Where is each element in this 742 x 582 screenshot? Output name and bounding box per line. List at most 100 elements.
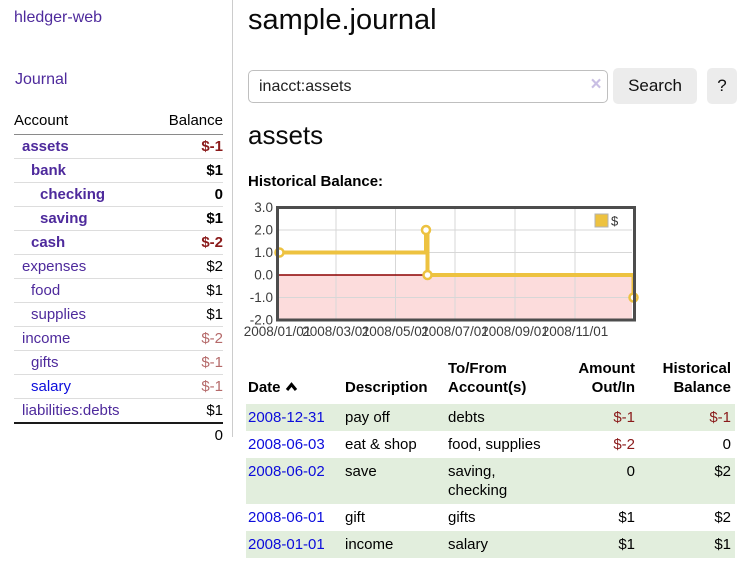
- accounts-total-value: 0: [214, 427, 223, 444]
- legend-label: $: [611, 214, 619, 229]
- transaction-balance: 0: [722, 436, 731, 453]
- chart-legend: $: [594, 213, 619, 229]
- data-point-marker: [422, 269, 433, 281]
- transaction-amount: 0: [558, 458, 639, 504]
- transaction-date-link[interactable]: 2008-12-31: [248, 409, 325, 426]
- account-row-cash: cash $-2: [14, 230, 223, 255]
- search-help-button[interactable]: ?: [707, 68, 737, 104]
- transaction-description: gift: [345, 509, 366, 526]
- search-button[interactable]: Search: [613, 68, 697, 104]
- account-link-gifts[interactable]: gifts: [31, 354, 59, 371]
- y-tick-label: -2.0: [250, 313, 273, 328]
- account-row-supplies: supplies $1: [14, 302, 223, 327]
- transaction-accounts: debts: [446, 404, 558, 431]
- x-axis-tick-labels: 2008/01/01 2008/03/01 2008/05/01 2008/07…: [244, 324, 609, 339]
- chart-border: [276, 206, 636, 322]
- account-row-gifts: gifts $-1: [14, 350, 223, 375]
- account-balance: $1: [152, 302, 223, 327]
- historical-balance-chart: $ 3.0 2.0 1.0 0.0 -1.0 -2.0 2008/01/01 2…: [244, 200, 639, 339]
- account-balance: $-1: [152, 374, 223, 399]
- transaction-amount: $1: [618, 509, 635, 526]
- x-tick-label: 2008/11/01: [542, 324, 609, 339]
- account-link-expenses[interactable]: expenses: [22, 258, 87, 275]
- account-row-salary: salary $-1: [14, 374, 223, 399]
- transaction-amount: $-1: [558, 404, 639, 431]
- account-link-supplies[interactable]: supplies: [31, 306, 87, 323]
- transaction-description: save: [343, 458, 446, 504]
- description-column-header: Description: [345, 379, 428, 396]
- account-link-cash[interactable]: cash: [31, 234, 66, 251]
- register-table: Date Description To/From Account(s) Amou…: [246, 357, 735, 558]
- x-tick-label: 2008/03/01: [302, 324, 370, 339]
- sort-ascending-icon: [285, 378, 298, 397]
- sidebar: hledger-web Journal Account Balance asse…: [0, 0, 233, 444]
- transaction-accounts: salary: [446, 531, 558, 558]
- y-tick-label: 2.0: [254, 223, 273, 238]
- account-link-checking[interactable]: checking: [40, 186, 106, 203]
- account-balance: $-1: [152, 134, 223, 159]
- y-tick-label: 1.0: [254, 245, 273, 260]
- x-tick-label: 2008/07/01: [421, 324, 489, 339]
- app-brand-link[interactable]: hledger-web: [14, 9, 103, 26]
- transaction-description: eat & shop: [345, 436, 417, 453]
- transaction-balance: $2: [639, 458, 735, 504]
- account-balance: $-2: [152, 326, 223, 351]
- search-input[interactable]: [248, 70, 608, 103]
- accounts-column-header: To/From Account(s): [448, 360, 527, 396]
- account-link-bank[interactable]: bank: [31, 162, 67, 179]
- transaction-accounts: gifts: [448, 509, 476, 526]
- account-row-expenses: expenses $2: [14, 254, 223, 279]
- legend-swatch: [594, 213, 609, 228]
- account-balance: $1: [152, 398, 223, 424]
- transaction-accounts: food, supplies: [448, 436, 541, 453]
- register-row: 2008-01-01 income salary $1 $1: [246, 531, 735, 558]
- x-tick-label: 2008/05/01: [362, 324, 430, 339]
- account-link-income[interactable]: income: [22, 330, 71, 347]
- accounts-total-row: 0: [14, 423, 223, 447]
- chart-gridlines: [279, 209, 632, 319]
- account-balance: $1: [152, 158, 223, 183]
- account-link-liabilities-debts[interactable]: liabilities:debts: [22, 402, 120, 419]
- transaction-description: pay off: [343, 404, 446, 431]
- account-link-saving[interactable]: saving: [40, 210, 88, 227]
- account-row-income: income $-2: [14, 326, 223, 351]
- register-row: 2008-12-31 pay off debts $-1 $-1: [246, 404, 735, 431]
- account-balance: $-1: [152, 350, 223, 375]
- account-balance: 0: [152, 182, 223, 207]
- transaction-balance: $1: [639, 531, 735, 558]
- chart-section-label: Historical Balance:: [248, 173, 384, 190]
- register-row: 2008-06-03 eat & shop food, supplies $-2…: [246, 431, 735, 458]
- account-row-checking: checking 0: [14, 182, 223, 207]
- account-column-header: Account: [14, 108, 153, 135]
- balance-column-header: Historical Balance: [662, 360, 731, 396]
- transaction-date-link[interactable]: 2008-06-02: [248, 463, 325, 480]
- data-point-markers: [274, 224, 639, 303]
- account-link-assets[interactable]: assets: [22, 138, 69, 155]
- transaction-date-link[interactable]: 2008-01-01: [248, 536, 325, 553]
- account-link-food[interactable]: food: [31, 282, 61, 299]
- sidebar-item-journal[interactable]: Journal: [15, 71, 68, 88]
- transaction-accounts: saving, checking: [446, 458, 558, 504]
- data-point-marker: [420, 224, 432, 236]
- accounts-table: Account Balance assets $-1 bank $1 check…: [14, 108, 223, 447]
- account-row-liabilities-debts: liabilities:debts $1: [14, 398, 223, 424]
- transaction-balance: $2: [714, 509, 731, 526]
- account-heading: assets: [248, 120, 324, 150]
- y-tick-label: 0.0: [254, 268, 273, 283]
- date-column-header[interactable]: Date: [246, 357, 343, 404]
- account-balance: $1: [152, 206, 223, 231]
- transaction-date-link[interactable]: 2008-06-01: [248, 509, 325, 526]
- account-row-food: food $1: [14, 278, 223, 303]
- transaction-date-link[interactable]: 2008-06-03: [248, 436, 325, 453]
- transaction-amount: $-2: [613, 436, 635, 453]
- balance-column-header: Balance: [152, 108, 223, 135]
- account-row-saving: saving $1: [14, 206, 223, 231]
- y-tick-label: -1.0: [250, 290, 273, 305]
- account-link-salary[interactable]: salary: [31, 378, 72, 395]
- transaction-description: income: [343, 531, 446, 558]
- account-row-bank: bank $1: [14, 158, 223, 183]
- clear-search-icon[interactable]: ×: [590, 74, 602, 95]
- accounts-header-row: Account Balance: [14, 108, 223, 135]
- page-title: sample.journal: [248, 4, 437, 36]
- y-axis-tick-labels: 3.0 2.0 1.0 0.0 -1.0 -2.0: [250, 200, 273, 328]
